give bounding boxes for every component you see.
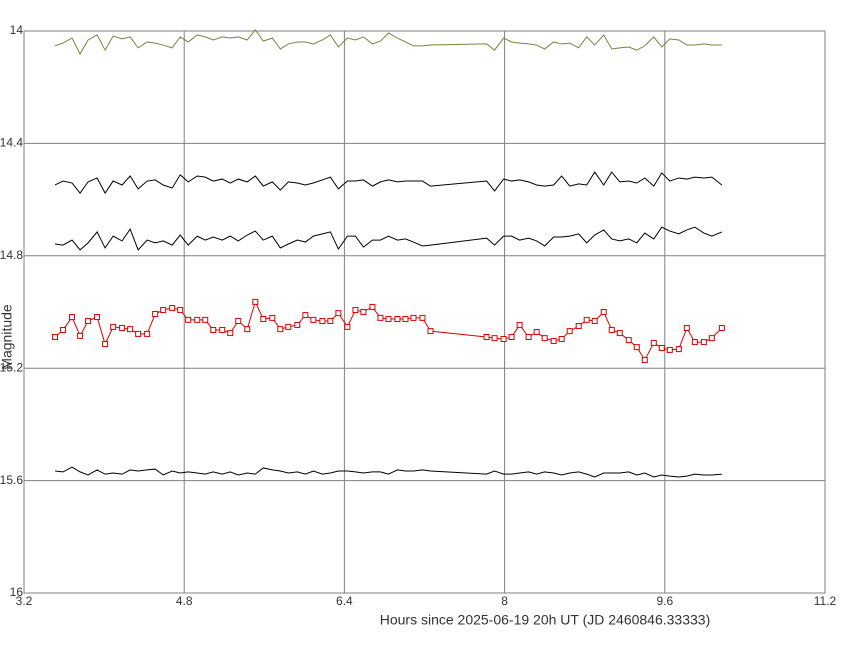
point-marker xyxy=(194,316,201,323)
point-marker xyxy=(402,316,409,323)
series-line xyxy=(54,171,723,195)
point-marker xyxy=(119,325,126,332)
point-marker xyxy=(633,344,640,351)
point-marker xyxy=(202,316,209,323)
point-marker xyxy=(508,334,515,341)
point-marker xyxy=(352,307,359,314)
point-marker xyxy=(252,298,259,305)
point-marker xyxy=(666,346,673,353)
point-marker xyxy=(77,332,84,339)
point-marker xyxy=(650,339,657,346)
point-marker xyxy=(683,325,690,332)
point-marker xyxy=(152,310,159,317)
point-marker xyxy=(260,316,267,323)
point-marker xyxy=(69,314,76,321)
point-marker xyxy=(641,357,648,364)
point-marker xyxy=(583,316,590,323)
x-axis-label: Hours since 2025-06-19 20h UT (JD 246084… xyxy=(380,612,711,628)
series-line xyxy=(54,226,723,251)
point-marker xyxy=(219,326,226,333)
point-marker xyxy=(85,317,92,324)
point-marker xyxy=(550,337,557,344)
point-marker xyxy=(344,323,351,330)
x-tick-label: 4.8 xyxy=(176,594,193,608)
point-marker xyxy=(410,314,417,321)
point-marker xyxy=(566,328,573,335)
point-marker xyxy=(516,321,523,328)
point-marker xyxy=(616,330,623,337)
point-marker xyxy=(169,305,176,312)
point-marker xyxy=(52,334,59,341)
point-marker xyxy=(394,316,401,323)
point-marker xyxy=(227,330,234,337)
point-marker xyxy=(419,314,426,321)
point-marker xyxy=(700,339,707,346)
point-marker xyxy=(94,314,101,321)
y-tick-label: 14.8 xyxy=(0,248,23,262)
y-tick-label: 14.4 xyxy=(0,136,23,150)
point-marker xyxy=(285,323,292,330)
point-marker xyxy=(483,334,490,341)
y-tick-label: 15.6 xyxy=(0,473,23,487)
point-marker xyxy=(675,346,682,353)
point-marker xyxy=(600,309,607,315)
point-marker xyxy=(558,335,565,342)
point-marker xyxy=(144,330,151,337)
point-marker xyxy=(385,316,392,323)
point-marker xyxy=(377,314,384,321)
point-marker xyxy=(541,335,548,342)
point-marker xyxy=(244,326,251,333)
x-tick-label: 8 xyxy=(501,594,508,608)
point-marker xyxy=(708,335,715,342)
point-marker xyxy=(718,325,725,332)
point-marker xyxy=(269,314,276,321)
point-marker xyxy=(185,316,192,323)
point-marker xyxy=(658,344,665,351)
point-marker xyxy=(691,339,698,346)
point-marker xyxy=(319,317,326,324)
plot-frame xyxy=(23,30,826,594)
point-marker xyxy=(608,326,615,333)
point-marker xyxy=(210,326,217,333)
point-marker xyxy=(533,328,540,335)
point-marker xyxy=(135,330,142,337)
point-marker xyxy=(360,309,367,315)
point-marker xyxy=(327,317,334,324)
y-tick-label: 16 xyxy=(10,585,24,599)
point-marker xyxy=(127,326,134,333)
point-marker xyxy=(302,312,309,319)
x-tick-label: 9.6 xyxy=(656,594,673,608)
point-marker xyxy=(491,335,498,342)
y-tick-label: 14 xyxy=(10,23,24,37)
point-marker xyxy=(625,337,632,344)
point-marker xyxy=(294,321,301,328)
y-tick-label: 15.2 xyxy=(0,360,23,374)
point-marker xyxy=(60,326,67,333)
point-marker xyxy=(310,316,317,323)
x-tick-label: 6.4 xyxy=(336,594,353,608)
y-axis-label: Magnitude xyxy=(0,304,15,370)
point-marker xyxy=(500,335,507,342)
point-marker xyxy=(235,317,242,324)
point-marker xyxy=(335,310,342,317)
point-marker xyxy=(277,326,284,333)
point-marker xyxy=(575,323,582,330)
point-marker xyxy=(110,323,117,330)
point-marker xyxy=(591,317,598,324)
series-line xyxy=(54,29,722,56)
point-marker xyxy=(160,307,167,314)
x-tick-label: 3.2 xyxy=(16,594,33,608)
x-tick-label: 11.2 xyxy=(814,594,837,608)
point-marker xyxy=(427,328,434,335)
point-marker xyxy=(369,303,376,310)
point-marker xyxy=(525,334,532,341)
series-line xyxy=(54,466,722,478)
point-marker xyxy=(102,341,109,348)
point-marker xyxy=(177,307,184,314)
